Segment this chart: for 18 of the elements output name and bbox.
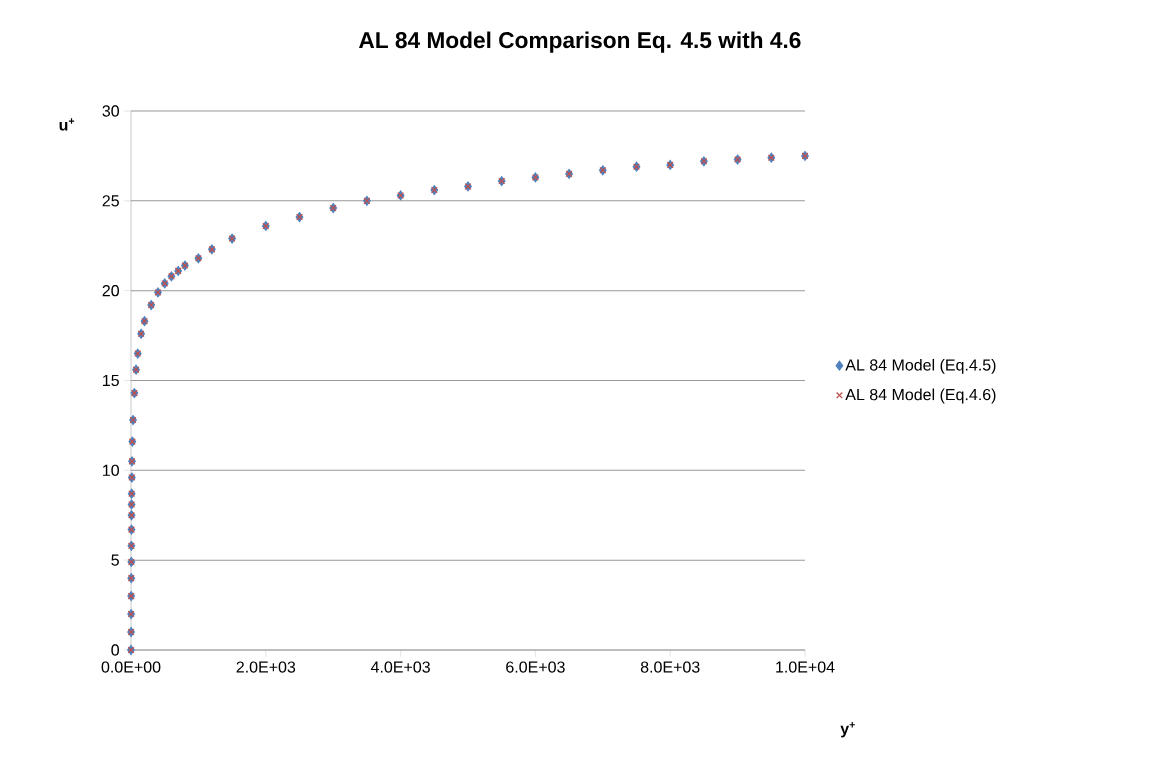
y-axis-title: u$^{+}$ <box>59 118 75 131</box>
y-tick-label: 0 <box>111 644 120 656</box>
x-tick-label: 4.0E+03 <box>370 661 430 673</box>
y-tick-label: 25 <box>102 195 119 207</box>
y-tick-label: 15 <box>103 374 119 387</box>
y-tick-label: 10 <box>103 464 119 476</box>
chart-title: AL 84 Model Comparison Eq. 4.5 with 4.6 <box>358 31 801 53</box>
x-axis-title: y$^{+}$ <box>840 722 855 738</box>
x-tick-label: 6.0E+03 <box>506 661 565 673</box>
legend-label: AL 84 Model (Eq.4.5) <box>845 358 996 374</box>
y-tick-label: 20 <box>102 285 119 297</box>
legend-label: AL 84 Model (Eq.4.6) <box>845 388 996 404</box>
y-tick-label: 30 <box>102 105 119 117</box>
x-tick-label: 8.0E+03 <box>640 661 700 673</box>
y-tick-label: 5 <box>111 554 119 566</box>
x-tick-label: 2.0E+03 <box>236 661 296 673</box>
x-tick-label: 1.0E+04 <box>776 661 835 673</box>
x-tick-label: 0.0E+00 <box>101 661 161 673</box>
